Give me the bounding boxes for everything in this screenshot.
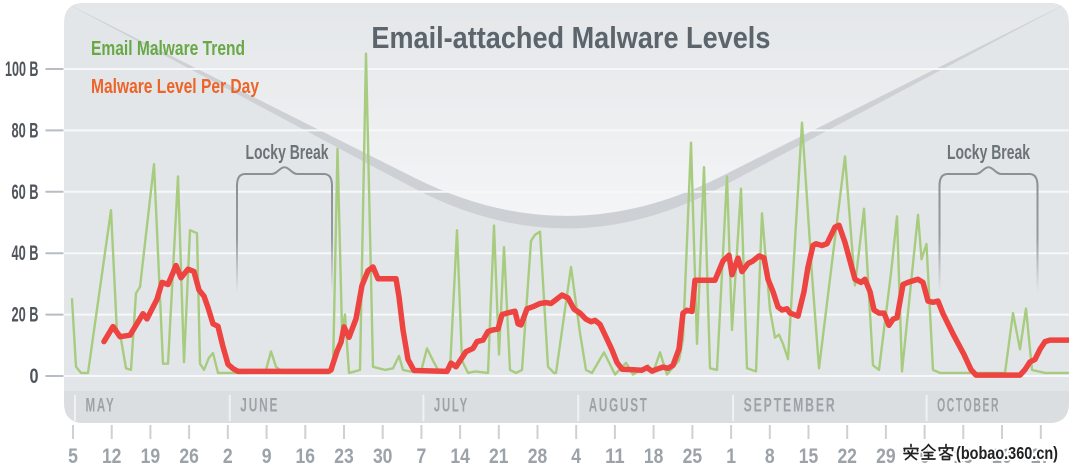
- svg-text:MAY: MAY: [86, 395, 116, 417]
- svg-text:14: 14: [450, 444, 470, 468]
- svg-text:Locky Break: Locky Break: [246, 141, 329, 164]
- svg-text:(bobao.360.cn): (bobao.360.cn): [956, 443, 1058, 463]
- svg-text:2: 2: [223, 444, 233, 468]
- svg-text:JUNE: JUNE: [240, 395, 279, 417]
- svg-text:25: 25: [683, 444, 703, 468]
- svg-text:29: 29: [876, 444, 896, 468]
- svg-text:SEPTEMBER: SEPTEMBER: [744, 395, 837, 417]
- svg-text:1: 1: [726, 444, 736, 468]
- svg-text:80 B: 80 B: [12, 118, 39, 142]
- svg-text:16: 16: [296, 444, 316, 468]
- svg-text:Email-attached Malware Levels: Email-attached Malware Levels: [371, 20, 770, 55]
- svg-text:15: 15: [799, 444, 819, 468]
- svg-text:0: 0: [30, 364, 39, 388]
- svg-text:30: 30: [373, 444, 393, 468]
- svg-text:26: 26: [179, 444, 199, 468]
- svg-text:JULY: JULY: [434, 395, 469, 417]
- svg-text:40 B: 40 B: [12, 241, 39, 265]
- svg-text:8: 8: [765, 444, 775, 468]
- svg-text:11: 11: [605, 444, 625, 468]
- svg-text:27: 27: [1031, 444, 1051, 468]
- svg-text:23: 23: [334, 444, 354, 468]
- svg-text:Locky Break: Locky Break: [947, 141, 1030, 164]
- svg-text:20 B: 20 B: [12, 303, 39, 327]
- svg-text:5: 5: [68, 444, 78, 468]
- svg-text:Malware Level Per Day: Malware Level Per Day: [91, 76, 260, 98]
- svg-text:9: 9: [262, 444, 272, 468]
- svg-text:28: 28: [528, 444, 548, 468]
- svg-text:22: 22: [837, 444, 857, 468]
- svg-text:18: 18: [644, 444, 664, 468]
- svg-text:100 B: 100 B: [5, 57, 39, 81]
- svg-text:12: 12: [102, 444, 122, 468]
- svg-text:20: 20: [992, 444, 1012, 468]
- svg-text:4: 4: [571, 444, 581, 468]
- svg-text:60 B: 60 B: [12, 180, 39, 204]
- svg-text:13: 13: [954, 444, 974, 468]
- svg-text:7: 7: [417, 444, 427, 468]
- svg-text:Email Malware Trend: Email Malware Trend: [91, 38, 245, 60]
- svg-text:19: 19: [141, 444, 161, 468]
- svg-text:21: 21: [489, 444, 509, 468]
- svg-text:AUGUST: AUGUST: [589, 395, 649, 417]
- svg-text:OCTOBER: OCTOBER: [937, 395, 1000, 417]
